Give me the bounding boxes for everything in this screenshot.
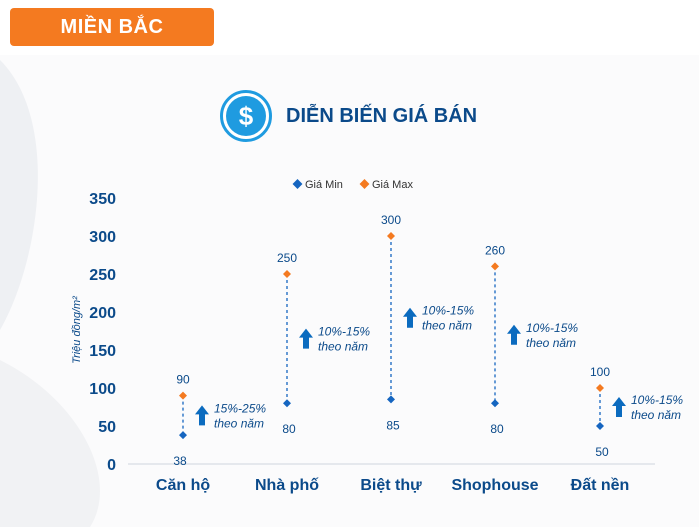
min-value-label: 80 bbox=[282, 422, 296, 436]
max-value-label: 90 bbox=[176, 373, 190, 387]
min-point bbox=[387, 395, 395, 404]
category-label: Căn hộ bbox=[156, 477, 210, 494]
legend-label-min: Giá Min bbox=[305, 179, 343, 191]
y-tick-label: 0 bbox=[107, 457, 116, 474]
y-tick-label: 350 bbox=[89, 191, 116, 208]
y-tick-label: 100 bbox=[89, 381, 116, 398]
growth-rate-label: 10%-15% bbox=[526, 321, 578, 335]
growth-period-label: theo năm bbox=[422, 319, 472, 333]
dollar-icon-glyph: $ bbox=[226, 96, 266, 136]
min-point bbox=[596, 422, 604, 430]
up-arrow-icon bbox=[403, 307, 417, 328]
max-point bbox=[596, 384, 604, 392]
growth-rate-label: 10%-15% bbox=[318, 325, 370, 339]
growth-rate-label: 10%-15% bbox=[631, 393, 683, 407]
min-point bbox=[283, 399, 291, 408]
legend-marker-max bbox=[359, 179, 370, 189]
growth-rate-label: 10%-15% bbox=[422, 304, 474, 318]
y-tick-label: 300 bbox=[89, 229, 116, 246]
max-value-label: 100 bbox=[590, 365, 610, 379]
max-point bbox=[283, 270, 291, 278]
min-point bbox=[179, 431, 187, 440]
min-value-label: 50 bbox=[595, 445, 609, 459]
min-value-label: 38 bbox=[173, 454, 187, 468]
max-value-label: 300 bbox=[381, 213, 401, 227]
y-tick-label: 150 bbox=[89, 343, 116, 360]
growth-period-label: theo năm bbox=[318, 340, 368, 354]
dollar-icon: $ bbox=[220, 90, 272, 142]
y-tick-label: 250 bbox=[89, 267, 116, 284]
y-tick-label: 50 bbox=[98, 419, 116, 436]
up-arrow-icon bbox=[195, 405, 209, 426]
legend-marker-min bbox=[292, 179, 303, 189]
min-value-label: 80 bbox=[490, 422, 504, 436]
region-badge: MIỀN BẮC bbox=[10, 8, 214, 46]
legend-label-max: Giá Max bbox=[372, 179, 413, 191]
max-point bbox=[491, 262, 499, 271]
max-value-label: 250 bbox=[277, 251, 297, 265]
y-tick-label: 200 bbox=[89, 305, 116, 322]
growth-period-label: theo năm bbox=[526, 336, 576, 350]
up-arrow-icon bbox=[612, 397, 626, 417]
max-value-label: 260 bbox=[485, 243, 505, 257]
max-point bbox=[387, 232, 395, 240]
growth-rate-label: 15%-25% bbox=[214, 401, 266, 415]
up-arrow-icon bbox=[507, 324, 521, 345]
min-value-label: 85 bbox=[386, 418, 400, 432]
growth-period-label: theo năm bbox=[631, 408, 681, 422]
max-point bbox=[179, 391, 187, 400]
min-point bbox=[491, 399, 499, 408]
category-label: Nhà phố bbox=[255, 477, 319, 494]
category-label: Biệt thự bbox=[360, 477, 422, 494]
title-block: $ DIỄN BIẾN GIÁ BÁN bbox=[220, 90, 477, 142]
category-label: Đất nền bbox=[571, 477, 630, 494]
growth-period-label: theo năm bbox=[214, 416, 264, 430]
page-title: DIỄN BIẾN GIÁ BÁN bbox=[286, 104, 478, 127]
category-label: Shophouse bbox=[451, 477, 538, 494]
up-arrow-icon bbox=[299, 328, 313, 349]
y-axis-label: Triệu đồng/m² bbox=[71, 296, 83, 364]
